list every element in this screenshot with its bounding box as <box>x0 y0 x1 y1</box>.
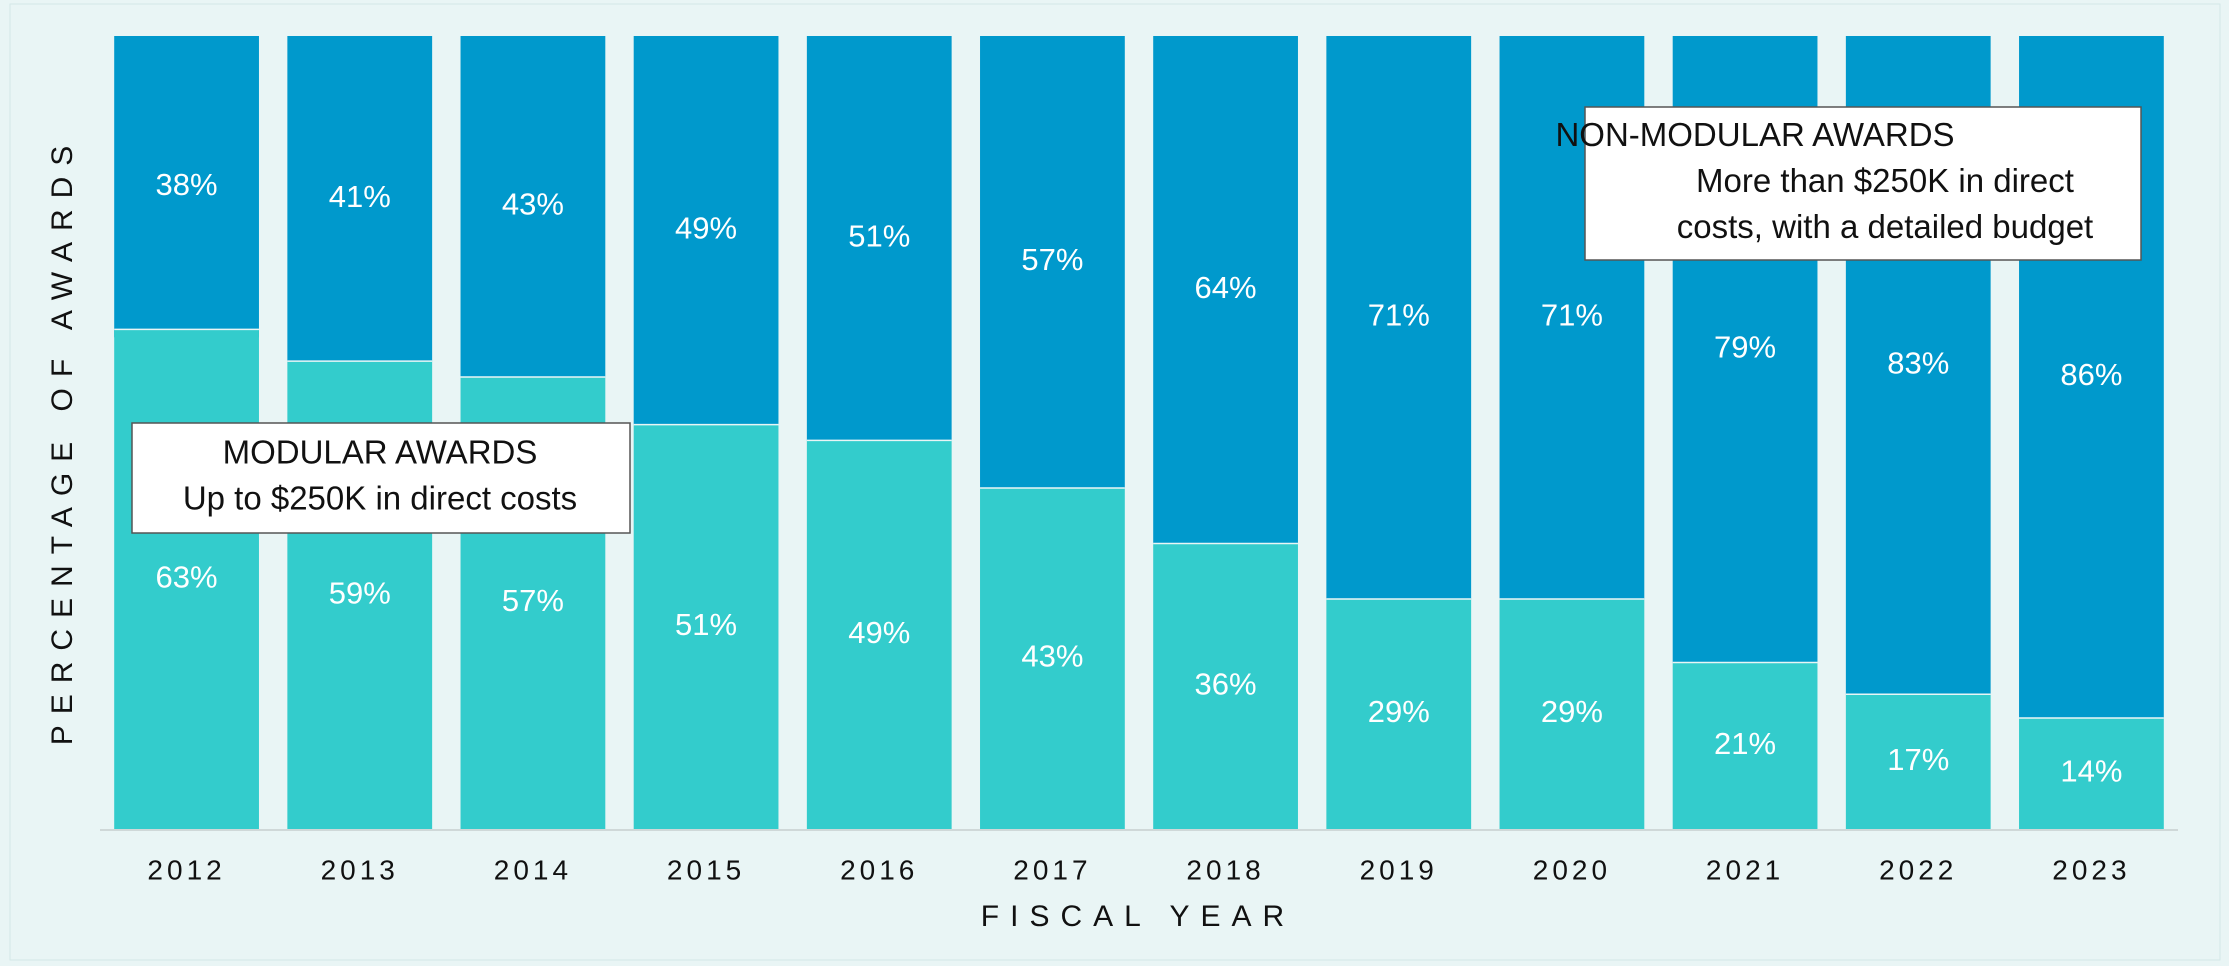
data-label: 43% <box>502 187 564 222</box>
x-tick-label: 2019 <box>1360 854 1438 885</box>
x-tick-label: 2020 <box>1533 854 1611 885</box>
bar-segment <box>460 36 606 377</box>
data-label: 79% <box>1714 329 1776 364</box>
data-label: 17% <box>1887 742 1949 777</box>
annotation-box <box>1584 106 2142 261</box>
bar-segment <box>2019 717 2164 829</box>
data-label: 64% <box>1195 270 1257 305</box>
bar-segment <box>980 36 1125 489</box>
data-label: 43% <box>1021 639 1083 674</box>
data-label: 14% <box>2060 754 2122 789</box>
bar-segment <box>1845 694 1991 829</box>
x-tick-label: 2021 <box>1706 854 1784 885</box>
bar-segment <box>806 440 952 829</box>
data-label: 49% <box>848 615 910 650</box>
annotation-text: More than $250K in direct <box>1696 162 2074 199</box>
annotation-text: NON-MODULAR AWARDS <box>1555 116 1954 153</box>
data-label: 38% <box>156 167 218 202</box>
data-label: 59% <box>329 575 391 610</box>
data-label: 36% <box>1195 666 1257 701</box>
data-label: 83% <box>1887 345 1949 380</box>
x-tick-label: 2022 <box>1879 854 1957 885</box>
x-axis-label: FISCAL YEAR <box>981 900 1295 933</box>
data-label: 41% <box>329 179 391 214</box>
bar-segment <box>1499 599 1645 829</box>
x-tick-label: 2023 <box>2052 854 2130 885</box>
data-label: 63% <box>156 559 218 594</box>
x-tick-label: 2013 <box>321 854 399 885</box>
bar-segment <box>1672 662 1818 829</box>
bar-segment <box>1153 36 1298 544</box>
x-tick-label: 2012 <box>147 854 225 885</box>
data-label: 71% <box>1368 298 1430 333</box>
bar-segment <box>980 488 1125 829</box>
data-label: 57% <box>1021 242 1083 277</box>
bar-segment <box>1326 599 1472 829</box>
data-label: 21% <box>1714 726 1776 761</box>
annotation-box <box>131 422 631 534</box>
annotation-text: costs, with a detailed budget <box>1677 208 2093 245</box>
x-tick-label: 2015 <box>667 854 745 885</box>
bar-segment <box>114 36 259 338</box>
data-label: 71% <box>1541 298 1603 333</box>
bar-segment <box>1326 36 1472 600</box>
bar-segment <box>633 36 779 425</box>
bar-segment <box>806 36 952 441</box>
annotation-text: Up to $250K in direct costs <box>183 480 577 517</box>
x-tick-label: 2017 <box>1013 854 1091 885</box>
y-axis-label: PERCENTAGE OF AWARDS <box>46 135 79 746</box>
data-label: 49% <box>675 210 737 245</box>
annotation-text: MODULAR AWARDS <box>223 434 538 471</box>
data-label: 29% <box>1541 694 1603 729</box>
x-tick-label: 2016 <box>840 854 918 885</box>
x-tick-label: 2014 <box>494 854 572 885</box>
data-label: 51% <box>675 607 737 642</box>
bar-segment <box>633 424 779 829</box>
data-label: 29% <box>1368 694 1430 729</box>
data-label: 86% <box>2060 357 2122 392</box>
bar-segment <box>287 36 433 362</box>
x-tick-label: 2018 <box>1186 854 1264 885</box>
data-label: 57% <box>502 583 564 618</box>
bar-segment <box>1153 543 1298 829</box>
data-label: 51% <box>848 218 910 253</box>
bar-segment <box>114 329 259 829</box>
